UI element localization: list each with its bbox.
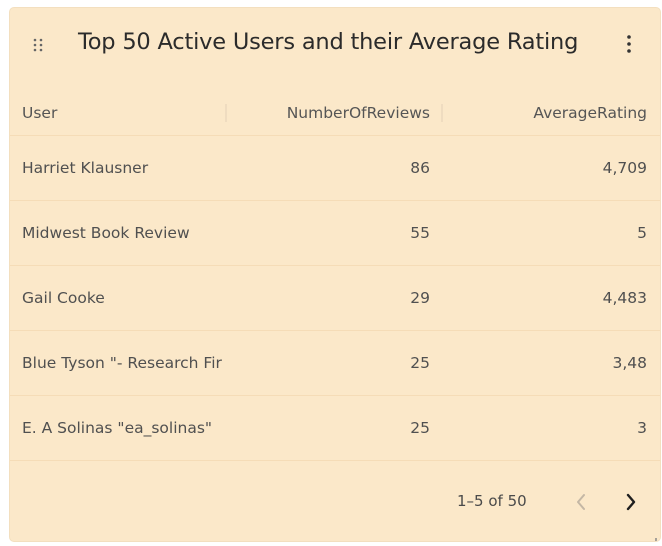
table-row[interactable]: E. A Solinas "ea_solinas" 25 3 bbox=[10, 396, 660, 461]
widget-title: Top 50 Active Users and their Average Ra… bbox=[78, 29, 579, 55]
data-table: User NumberOfReviews AverageRating Harri… bbox=[10, 91, 660, 461]
cell-average-rating: 3,48 bbox=[612, 354, 647, 372]
cell-average-rating: 3 bbox=[637, 419, 647, 437]
pagination-range-label: 1–5 of 50 bbox=[457, 492, 527, 510]
drag-dots-icon[interactable] bbox=[32, 37, 44, 52]
pagination-footer: 1–5 of 50 bbox=[10, 478, 660, 528]
cell-user: Midwest Book Review bbox=[22, 224, 190, 242]
table-row[interactable]: Blue Tyson "- Research Fir 25 3,48 bbox=[10, 331, 660, 396]
column-header-user[interactable]: User bbox=[22, 104, 58, 122]
table-row[interactable]: Gail Cooke 29 4,483 bbox=[10, 266, 660, 331]
resize-handle-icon[interactable] bbox=[649, 530, 657, 541]
table-header-row: User NumberOfReviews AverageRating bbox=[10, 91, 660, 136]
cell-average-rating: 5 bbox=[637, 224, 647, 242]
widget-card: Top 50 Active Users and their Average Ra… bbox=[10, 8, 660, 541]
cell-number-of-reviews: 55 bbox=[410, 224, 430, 242]
chevron-right-icon[interactable] bbox=[620, 489, 642, 515]
chevron-left-icon[interactable] bbox=[570, 489, 592, 515]
column-header-average-rating[interactable]: AverageRating bbox=[533, 104, 647, 122]
table-row[interactable]: Midwest Book Review 55 5 bbox=[10, 201, 660, 266]
widget-header: Top 50 Active Users and their Average Ra… bbox=[10, 8, 660, 82]
cell-user: E. A Solinas "ea_solinas" bbox=[22, 419, 213, 437]
table-row[interactable]: Harriet Klausner 86 4,709 bbox=[10, 136, 660, 201]
column-separator[interactable] bbox=[225, 104, 227, 122]
column-separator[interactable] bbox=[441, 104, 443, 122]
cell-user: Gail Cooke bbox=[22, 289, 105, 307]
cell-average-rating: 4,483 bbox=[602, 289, 647, 307]
cell-average-rating: 4,709 bbox=[602, 159, 647, 177]
cell-number-of-reviews: 86 bbox=[410, 159, 430, 177]
cell-number-of-reviews: 25 bbox=[410, 419, 430, 437]
cell-number-of-reviews: 25 bbox=[410, 354, 430, 372]
cell-user: Harriet Klausner bbox=[22, 159, 149, 177]
column-header-number-of-reviews[interactable]: NumberOfReviews bbox=[286, 104, 430, 122]
more-vertical-icon[interactable] bbox=[620, 32, 638, 56]
cell-number-of-reviews: 29 bbox=[410, 289, 430, 307]
cell-user: Blue Tyson "- Research Fir bbox=[22, 354, 222, 372]
